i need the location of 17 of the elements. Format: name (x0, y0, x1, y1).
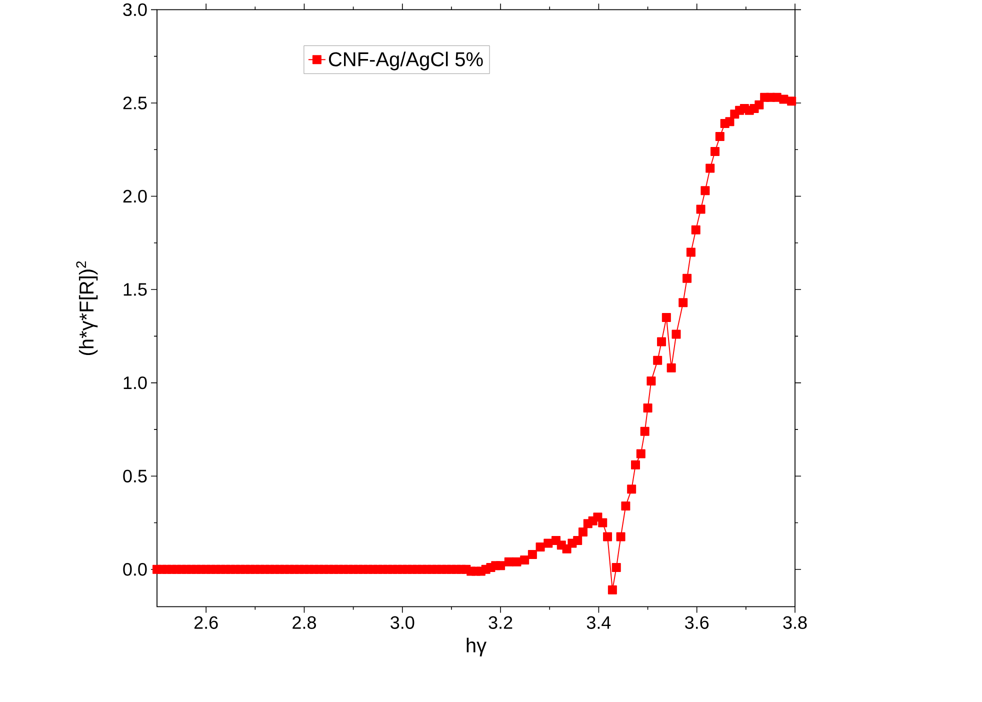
y-axis-title: (h*γ*F[R])$^{2}$ (76, 262, 98, 356)
x-tick-label: 3.2 (488, 616, 512, 630)
x-tick-label: 2.8 (292, 616, 316, 630)
y-tick-label: 2.0 (123, 190, 147, 203)
y-tick-label: 1.0 (124, 376, 147, 390)
x-tick-label: 3.8 (783, 616, 807, 630)
x-tick-label: 3.6 (685, 616, 709, 630)
y-tick-label: 3.0 (123, 3, 147, 16)
x-axis-title: hγ (466, 638, 486, 657)
x-tick-label: 2.6 (194, 616, 218, 630)
x-tick-label: 3.4 (586, 616, 611, 630)
legend-label: CNF-Ag/AgCl 5% (328, 52, 483, 70)
y-tick-label: 0.0 (123, 563, 147, 576)
y-tick-label: 2.5 (123, 96, 147, 110)
y-tick-label: 1.5 (124, 283, 147, 296)
x-tick-label: 3.0 (390, 616, 414, 630)
y-tick-label: 0.5 (123, 470, 147, 483)
